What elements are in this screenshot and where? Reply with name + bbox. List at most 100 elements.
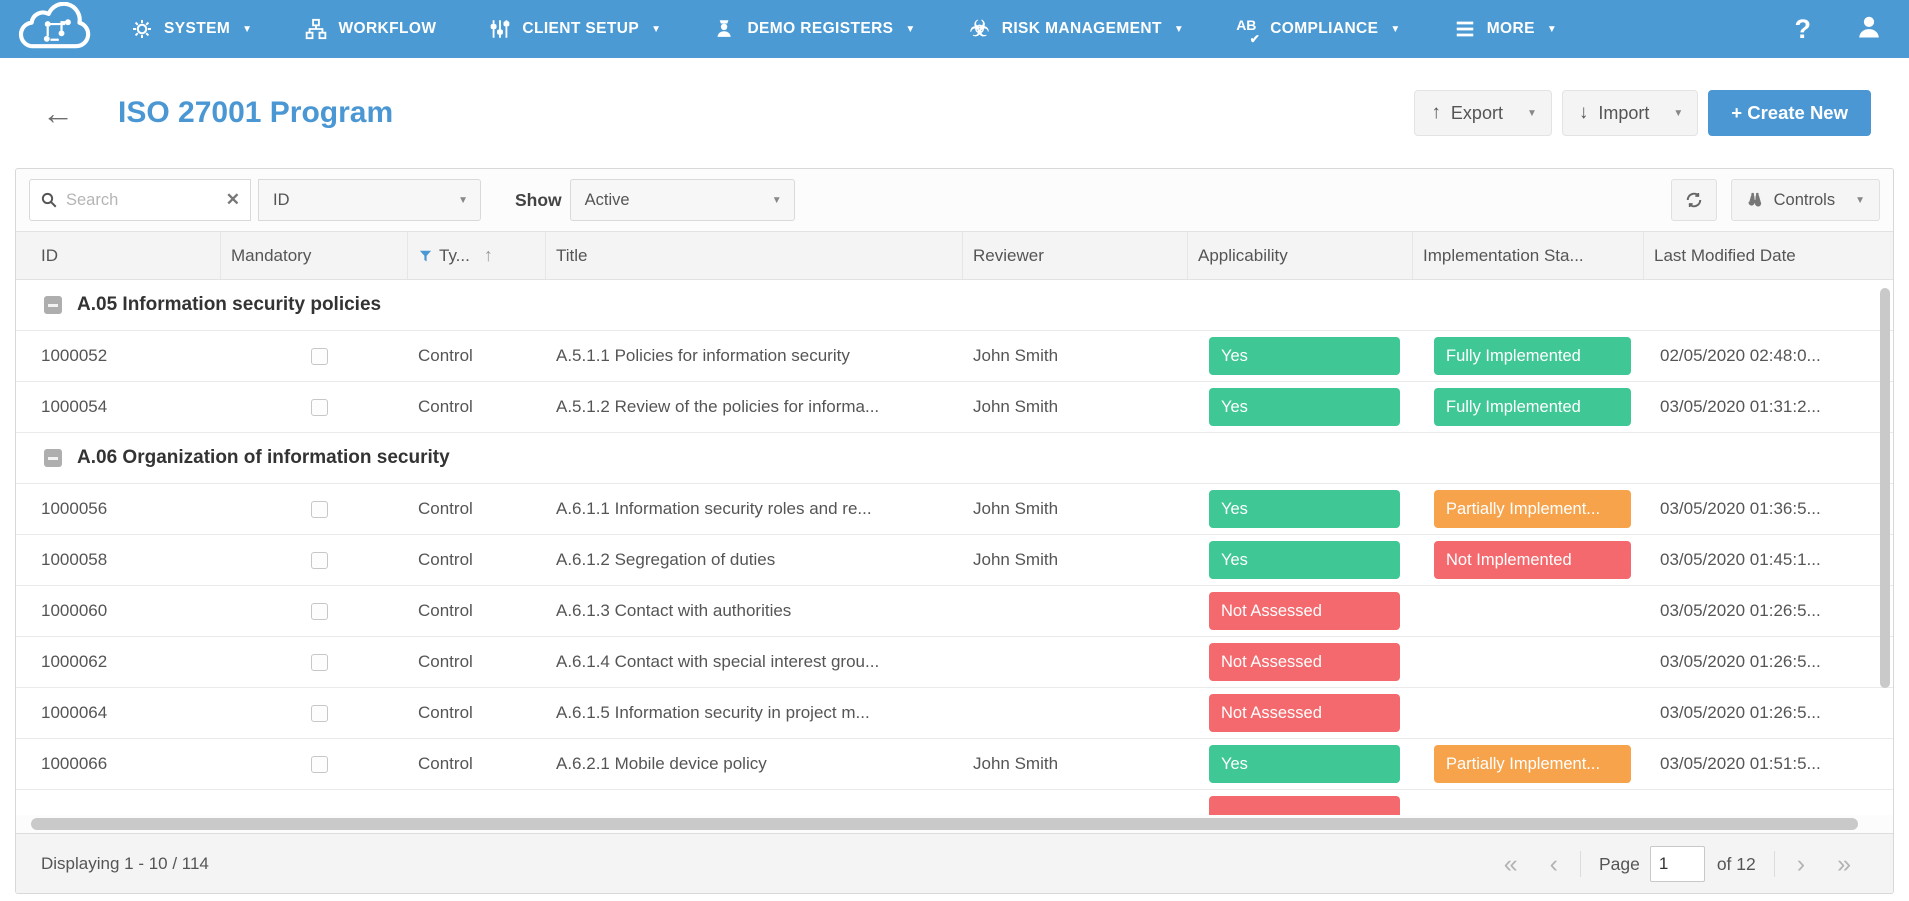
column-header-label: ID [41, 245, 58, 265]
table-row[interactable]: 1000062 Control A.6.1.4 Contact with speci… [16, 637, 1893, 688]
group-label: A.05 Information security policies [77, 294, 382, 315]
clear-search-icon[interactable]: ✕ [225, 190, 240, 209]
cell-id: 1000056 [41, 499, 108, 518]
export-button[interactable]: ↑ Export ▼ [1414, 90, 1552, 136]
column-header-applicability[interactable]: Applicability [1188, 232, 1413, 279]
mandatory-checkbox[interactable] [311, 704, 328, 722]
column-header-id[interactable]: ID [16, 232, 221, 279]
nav-item-more[interactable]: MORE ▼ [1453, 17, 1557, 41]
cell-title: A.6.2.1 Mobile device policy [556, 754, 767, 773]
table-row[interactable]: 1000060 Control A.6.1.3 Contact with autho… [16, 586, 1893, 637]
cell-last-modified [1644, 790, 1893, 815]
search-box: ✕ [29, 179, 251, 221]
cell-type [408, 790, 546, 815]
search-input[interactable] [66, 190, 226, 210]
show-select[interactable]: Active ▼ [569, 179, 795, 221]
nav-item-client-setup[interactable]: CLIENT SETUP ▼ [488, 17, 661, 41]
mandatory-checkbox[interactable] [311, 653, 328, 671]
column-header-title[interactable]: Title [546, 232, 963, 279]
prev-page-icon[interactable]: ‹ [1549, 849, 1558, 878]
table-row[interactable]: 1000052 Control A.5.1.1 Policies for infor… [16, 331, 1893, 382]
horizontal-scrollbar [16, 815, 1893, 833]
applicability-badge: Yes [1209, 337, 1400, 375]
mandatory-checkbox[interactable] [311, 551, 328, 569]
nav-menu: SYSTEM ▼ WORKFLOW CLIENT SETUP ▼ DEMO REGISTE… [130, 17, 1557, 46]
column-header-label: Mandatory [231, 245, 312, 265]
cell-reviewer: John Smith [973, 397, 1059, 416]
app-logo[interactable] [10, 2, 102, 55]
mandatory-checkbox[interactable] [311, 347, 328, 365]
nav-item-workflow[interactable]: WORKFLOW [304, 17, 436, 41]
nav-item-demo-registers[interactable]: DEMO REGISTERS ▼ [713, 17, 915, 41]
next-page-icon[interactable]: › [1796, 849, 1806, 878]
cell-id: 1000054 [41, 397, 108, 416]
mandatory-checkbox[interactable] [311, 755, 328, 773]
table-header: ID Mandatory Ty... ↑ Title Reviewer Applicabil… [16, 231, 1893, 280]
cell-type: Control [418, 499, 473, 518]
nav-item-risk-management[interactable]: ☣ RISK MANAGEMENT ▼ [968, 17, 1184, 41]
page-header: ← ISO 27001 Program ↑ Export ▼ ↓ Import … [0, 58, 1909, 168]
cell-applicability: Not Assessed [1188, 586, 1413, 636]
cell-implementation-status [1413, 637, 1644, 687]
mandatory-checkbox[interactable] [311, 398, 328, 416]
nav-item-system[interactable]: SYSTEM ▼ [130, 17, 252, 41]
user-icon[interactable] [1855, 13, 1883, 46]
column-header-label: Ty... [439, 245, 470, 265]
horizontal-scroll-thumb[interactable] [31, 818, 1858, 830]
column-header-implementation-sta[interactable]: Implementation Sta... [1413, 232, 1644, 279]
export-caret-icon[interactable]: ▼ [1526, 107, 1537, 119]
collapse-icon[interactable] [44, 296, 62, 314]
implementation-status-badge: Fully Implemented [1434, 337, 1631, 375]
first-page-icon[interactable]: « [1503, 849, 1518, 878]
back-arrow-icon[interactable]: ← [42, 95, 74, 131]
help-icon[interactable]: ? [1794, 13, 1812, 44]
cell-implementation-status [1413, 688, 1644, 738]
table-row[interactable]: 1000064 Control A.6.1.5 Information securi… [16, 688, 1893, 739]
mandatory-checkbox[interactable] [311, 602, 328, 620]
import-caret-icon[interactable]: ▼ [1673, 107, 1684, 119]
refresh-button[interactable] [1670, 179, 1717, 221]
pagination: « ‹ Page of 12 › » [1488, 846, 1867, 882]
column-header-reviewer[interactable]: Reviewer [963, 232, 1188, 279]
chevron-down-icon: ▼ [1390, 23, 1401, 35]
filter-icon[interactable] [418, 248, 433, 264]
cell-title: A.5.1.1 Policies for information securit… [556, 346, 850, 365]
table-row[interactable]: 1000056 Control A.6.1.1 Information securi… [16, 484, 1893, 535]
ab-check-icon: AB ✔ [1236, 17, 1261, 46]
applicability-badge: Not Assessed [1209, 592, 1400, 630]
cell-last-modified: 03/05/2020 01:26:5... [1660, 601, 1821, 620]
search-field-select[interactable]: ID ▼ [258, 179, 481, 221]
table-row[interactable]: 1000058 Control A.6.1.2 Segregation of dut… [16, 535, 1893, 586]
table-row[interactable]: 1000054 Control A.5.1.2 Review of the poli… [16, 382, 1893, 433]
cell-last-modified: 03/05/2020 01:36:5... [1660, 499, 1821, 518]
cell-implementation-status: Fully Implemented [1413, 382, 1644, 432]
controls-button[interactable]: Controls ▼ [1730, 179, 1880, 221]
vertical-scroll-thumb[interactable] [1880, 288, 1890, 688]
create-new-button[interactable]: + Create New [1708, 90, 1871, 136]
cell-reviewer: John Smith [973, 499, 1059, 518]
nav-item-compliance[interactable]: AB ✔ COMPLIANCE ▼ [1236, 17, 1401, 46]
chevron-down-icon: ▼ [905, 23, 916, 35]
cell-implementation-status: Fully Implemented [1413, 331, 1644, 381]
column-header-last-modified-date[interactable]: Last Modified Date [1644, 232, 1893, 279]
cell-type: Control [418, 601, 473, 620]
search-icon [41, 192, 57, 208]
last-page-icon[interactable]: » [1837, 849, 1851, 878]
mandatory-checkbox[interactable] [311, 500, 328, 518]
column-header-ty[interactable]: Ty... ↑ [408, 232, 546, 279]
table-row[interactable] [16, 790, 1893, 815]
import-button[interactable]: ↓ Import ▼ [1561, 90, 1699, 136]
column-header-label: Reviewer [973, 245, 1044, 265]
cell-id: 1000060 [41, 601, 108, 620]
column-header-mandatory[interactable]: Mandatory [221, 232, 408, 279]
applicability-badge [1209, 796, 1400, 815]
cell-title: A.6.1.4 Contact with special interest gr… [556, 652, 880, 671]
refresh-icon [1686, 192, 1701, 208]
show-label: Show [515, 189, 562, 210]
graduate-icon [713, 17, 737, 41]
table-row[interactable]: 1000066 Control A.6.2.1 Mobile device poli… [16, 739, 1893, 790]
page-number-input[interactable] [1649, 846, 1705, 882]
cell-mandatory [221, 637, 408, 687]
divider [1579, 851, 1581, 877]
collapse-icon[interactable] [44, 449, 62, 467]
